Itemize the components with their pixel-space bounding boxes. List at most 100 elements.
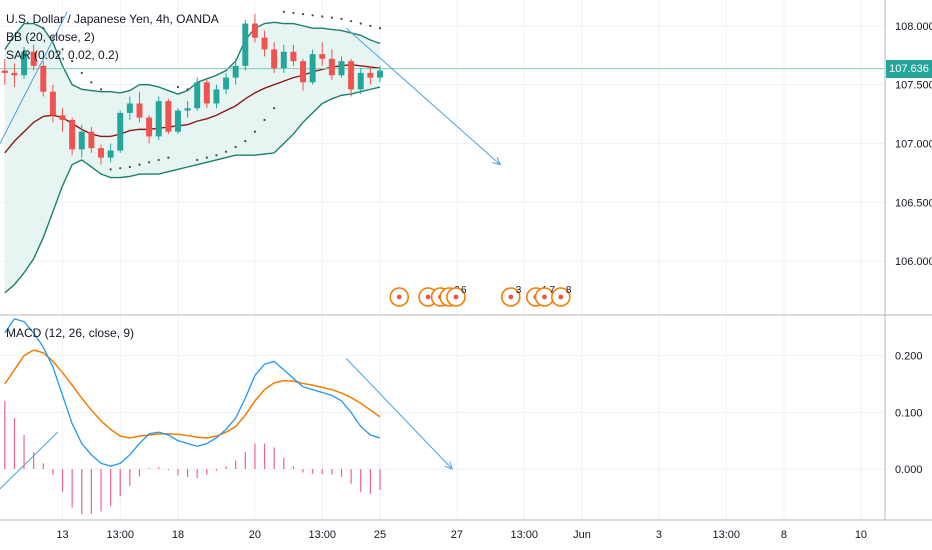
sar-dot	[205, 156, 208, 159]
trend-line-macd	[345, 358, 453, 470]
candle-body	[280, 51, 287, 69]
sar-dot	[109, 168, 112, 171]
candle-body	[1, 70, 8, 73]
sar-legend[interactable]: SAR (0.02, 0.02, 0.2)	[6, 48, 119, 62]
candle-body	[290, 51, 297, 62]
bollinger-upper	[4, 21, 381, 95]
candlestick-series[interactable]	[1, 14, 383, 165]
symbol-legend[interactable]: U.S. Dollar / Japanese Yen, 4h, OANDA	[6, 12, 219, 26]
sar-dot	[311, 14, 314, 17]
sar-dot	[253, 130, 257, 133]
event-marker-dot	[425, 294, 431, 300]
candle-body	[300, 61, 306, 83]
sar-dot	[128, 165, 131, 169]
event-marker-dot	[396, 294, 402, 300]
sar-dot	[292, 11, 295, 15]
time-tick-label: 10	[855, 529, 867, 541]
price-tick-label: 106.000	[895, 256, 932, 268]
bollinger-band-lines	[0, 21, 885, 294]
macd-line	[4, 318, 381, 467]
candle-body	[59, 115, 66, 120]
candle-body	[107, 150, 114, 158]
sar-dot	[99, 88, 103, 91]
time-tick-label: 25	[374, 529, 386, 541]
sar-dot	[369, 24, 372, 27]
candle-body	[309, 54, 316, 83]
sar-dot	[234, 145, 237, 149]
bollinger-fill	[4, 22, 380, 293]
trend-line-macd-head	[444, 461, 453, 470]
sar-dot	[148, 161, 151, 164]
time-tick-label: 13:00	[308, 529, 336, 541]
bb-legend[interactable]: BB (20, close, 2)	[6, 30, 95, 44]
candle-body	[357, 72, 364, 90]
bollinger-basis	[4, 63, 381, 154]
event-marker-dot	[558, 294, 564, 300]
event-marker-label: 7	[549, 285, 555, 296]
candle-body	[40, 65, 47, 92]
macd-legend[interactable]: MACD (12, 26, close, 9)	[6, 326, 135, 340]
candle-body	[155, 101, 162, 137]
candle-body	[271, 49, 278, 69]
candle-body	[261, 37, 268, 50]
sar-dot	[224, 150, 228, 153]
event-marker-dot	[542, 294, 547, 300]
sar-dot	[273, 107, 276, 110]
time-tick-label: Jun	[573, 529, 591, 541]
candle-body	[126, 103, 133, 113]
time-tick-label: 20	[249, 529, 261, 541]
sar-dot	[359, 22, 362, 25]
sar-dot	[330, 16, 333, 19]
sar-dot	[80, 71, 83, 75]
price-tick-label: 107.000	[895, 138, 932, 150]
time-tick-label: 13:00	[106, 529, 134, 541]
price-tick-label: 106.500	[895, 197, 932, 209]
candle-body	[78, 131, 85, 150]
sar-dot	[167, 156, 170, 159]
candle-body	[213, 89, 220, 104]
candle-body	[232, 65, 239, 78]
candle-body	[11, 72, 18, 76]
candle-body	[194, 82, 201, 109]
sar-dot	[378, 27, 382, 30]
macd-series[interactable]	[0, 314, 932, 515]
price-tick-label: 107.500	[895, 80, 932, 92]
event-markers[interactable]: 263478	[389, 285, 572, 307]
candle-body	[367, 72, 374, 78]
candle-body	[319, 54, 326, 59]
macd-tick-label: 0.000	[895, 464, 923, 476]
sar-dot	[263, 118, 266, 122]
trend-lines[interactable]	[0, 11, 502, 490]
event-marker-label: 3	[516, 285, 522, 296]
candle-body	[49, 91, 56, 116]
parabolic-sar-series	[42, 10, 382, 171]
sar-dot	[71, 60, 74, 63]
candle-body	[146, 117, 153, 137]
sar-dot	[301, 13, 305, 16]
event-marker-dot	[453, 294, 459, 300]
candle-body	[136, 103, 143, 118]
time-tick-label: 13	[56, 529, 68, 541]
time-tick-label: 13:00	[713, 529, 741, 541]
sar-dot	[215, 154, 218, 157]
current-price-tag: 107.636	[886, 59, 932, 78]
event-marker-label: 6	[461, 285, 467, 296]
candle-body	[251, 23, 258, 38]
sar-dot	[90, 81, 93, 84]
candle-body	[376, 70, 383, 78]
trend-line-main	[345, 27, 501, 166]
sar-dot	[138, 163, 141, 166]
macd-tick-label: 0.100	[895, 407, 923, 419]
time-tick-label: 8	[781, 529, 787, 541]
macd-tick-label: 0.200	[895, 351, 923, 363]
event-marker-dot	[508, 294, 514, 300]
sar-dot	[61, 48, 64, 51]
candle-body	[242, 23, 249, 66]
bollinger-band-fill	[4, 22, 380, 293]
sar-dot	[282, 10, 285, 13]
candle-body	[328, 58, 335, 76]
sar-dot	[176, 85, 180, 89]
grid	[0, 0, 885, 520]
sar-dot	[42, 27, 45, 30]
